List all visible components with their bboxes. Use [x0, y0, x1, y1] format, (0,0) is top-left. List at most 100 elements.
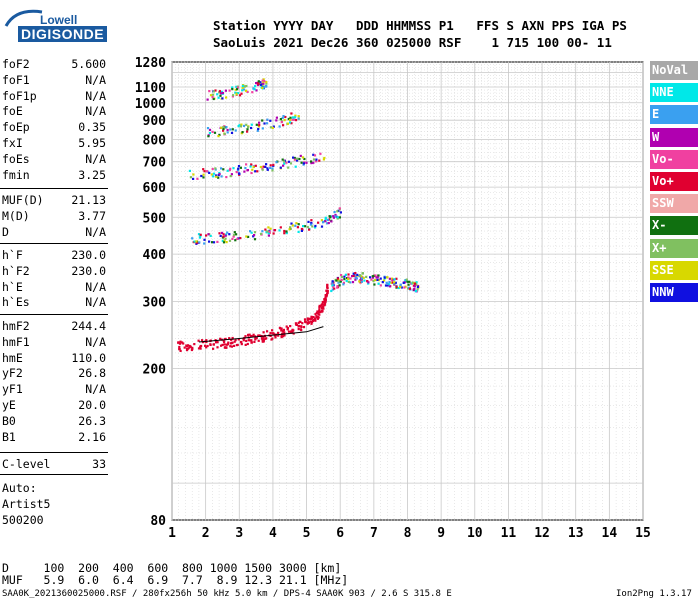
echo-point: [291, 116, 295, 119]
param-value: N/A: [85, 72, 106, 87]
echo-point: [341, 275, 344, 278]
echo-point: [289, 121, 292, 124]
echo-point: [192, 173, 195, 176]
echo-point: [215, 174, 218, 177]
echo-point: [289, 162, 293, 165]
param-value: 20.0: [78, 398, 106, 412]
param-value: 26.8: [78, 366, 106, 381]
param-value: N/A: [85, 151, 106, 166]
echo-point: [289, 116, 292, 119]
echo-point: [240, 132, 243, 135]
echo-point: [222, 129, 225, 132]
echo-point: [399, 283, 402, 286]
param-value: N/A: [85, 224, 106, 239]
echo-point: [373, 274, 376, 277]
param-name: B1: [2, 429, 16, 444]
echo-point: [234, 239, 237, 242]
echo-point: [338, 280, 341, 283]
echo-point: [369, 276, 372, 279]
echo-point: [178, 345, 181, 349]
echo-point: [231, 86, 234, 89]
echo-point: [246, 342, 249, 346]
echo-point: [388, 285, 391, 288]
echo-point: [290, 222, 293, 225]
echo-point: [193, 240, 196, 243]
echo-point: [290, 112, 293, 115]
echo-point: [245, 163, 248, 166]
echo-point: [195, 240, 198, 243]
echo-point: [266, 230, 269, 233]
echo-point: [178, 348, 181, 351]
param-name: h`E: [2, 279, 23, 294]
echo-point: [272, 163, 275, 166]
param-value: 110.0: [71, 350, 106, 365]
echo-point: [223, 340, 226, 344]
param-name: fxI: [2, 136, 23, 150]
echo-point: [225, 96, 228, 99]
echo-point: [397, 286, 400, 290]
echo-point: [223, 346, 227, 349]
echo-point: [244, 167, 247, 170]
echo-point: [253, 340, 256, 343]
echo-point: [327, 221, 330, 225]
echo-point: [297, 322, 300, 325]
echo-point: [400, 286, 403, 289]
echo-point: [303, 157, 306, 161]
param-name: foE: [2, 104, 23, 119]
echo-point: [381, 281, 384, 284]
separator: [0, 243, 108, 244]
echo-point: [261, 127, 264, 130]
echo-point: [413, 282, 417, 285]
clevel-name: C-level: [2, 457, 51, 471]
echo-point: [237, 165, 241, 168]
echo-point: [227, 341, 230, 344]
echo-point: [229, 167, 232, 170]
echo-point: [405, 278, 408, 281]
echo-point: [336, 217, 339, 220]
echo-point: [230, 338, 233, 341]
echo-point: [334, 215, 337, 218]
echo-point: [320, 303, 323, 306]
echo-point: [312, 158, 316, 161]
echo-point: [314, 319, 317, 322]
y-tick-label: 200: [143, 363, 167, 378]
param-row: h`E N/A: [2, 280, 106, 296]
echo-point: [252, 235, 255, 238]
echo-point: [312, 153, 315, 156]
header-line-2: SaoLuis 2021 Dec26 360 025000 RSF 1 715 …: [213, 35, 612, 50]
echo-point: [225, 176, 228, 179]
echo-point: [212, 343, 215, 346]
echo-point: [254, 164, 257, 167]
param-value: 26.3: [78, 413, 106, 428]
echo-point: [248, 333, 251, 336]
echo-point: [282, 124, 285, 127]
param-name: yE: [2, 398, 16, 412]
echo-point: [228, 337, 231, 340]
echo-point: [192, 177, 195, 180]
echo-point: [208, 90, 211, 93]
echo-point: [326, 222, 329, 225]
echo-point: [361, 272, 364, 275]
echo-point: [188, 346, 191, 349]
echo-point: [291, 331, 294, 334]
echo-point: [211, 130, 214, 133]
echo-point: [222, 168, 225, 171]
echo-point: [203, 170, 206, 173]
echo-point: [275, 161, 278, 164]
echo-point: [261, 230, 264, 233]
param-name: yF2: [2, 366, 23, 381]
echo-point: [391, 281, 394, 284]
echo-point: [294, 224, 297, 227]
echo-point: [257, 339, 260, 342]
echo-point: [265, 122, 269, 125]
echo-point: [383, 276, 386, 279]
echo-point: [222, 235, 225, 238]
echo-point: [277, 331, 280, 334]
echo-point: [285, 325, 288, 328]
echo-point: [244, 335, 247, 338]
echo-point: [258, 124, 261, 127]
echo-point: [376, 276, 379, 279]
echo-point: [279, 166, 282, 169]
echo-point: [245, 123, 248, 126]
echo-point: [244, 89, 248, 92]
